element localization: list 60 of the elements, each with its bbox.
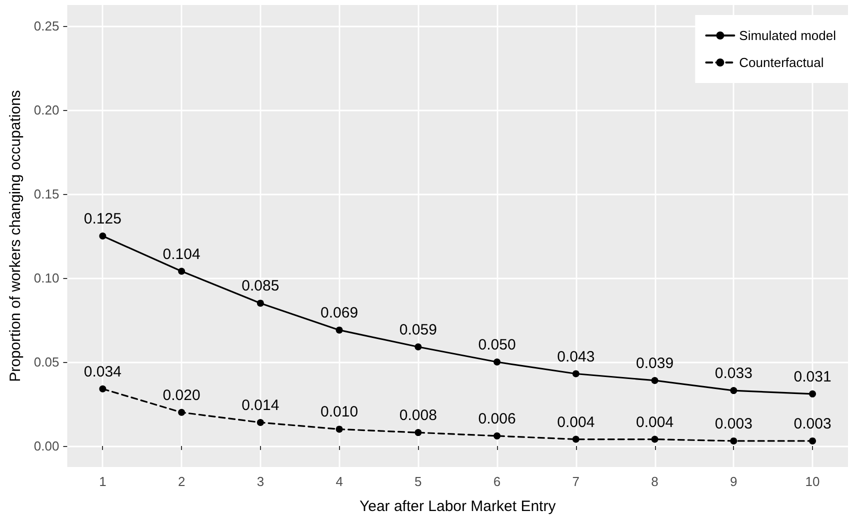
data-label: 0.033 [714,365,752,382]
data-label: 0.104 [162,246,200,263]
x-tick-label: 8 [651,474,658,489]
x-tick-label: 6 [493,474,501,489]
data-label: 0.039 [636,354,674,372]
data-label: 0.006 [478,410,516,428]
data-label: 0.003 [714,415,752,432]
point [494,358,501,366]
y-tick-label: 0.05 [34,354,60,370]
y-tick-label: 0.25 [34,18,60,34]
legend-label: Counterfactual [739,55,824,70]
point [99,232,106,240]
point [414,343,422,350]
data-label: 0.014 [242,396,280,414]
data-label: 0.003 [794,415,832,432]
point [651,376,658,384]
data-label: 0.010 [320,404,358,421]
point [99,385,106,392]
data-label: 0.050 [478,336,516,354]
data-label: 0.085 [242,278,280,295]
x-tick-label: 5 [414,474,422,489]
y-tick-label: 0.10 [34,270,60,286]
y-tick-label: 0.00 [34,438,60,454]
y-tick-label: 0.15 [34,186,60,202]
point [730,387,738,394]
point [651,436,658,443]
x-tick-label: 2 [178,474,186,489]
point [178,408,186,416]
point [809,437,816,444]
legend-label: Simulated model [739,28,836,43]
data-label: 0.034 [84,363,122,380]
data-label: 0.125 [84,210,122,228]
data-label: 0.031 [794,368,832,386]
y-axis-title: Proportion of workers changing occupations [7,90,24,382]
data-label: 0.043 [557,348,595,366]
point [256,300,264,307]
point [730,437,738,444]
point [178,268,186,275]
data-label: 0.020 [162,386,200,404]
y-tick-label: 0.20 [34,102,60,118]
point [256,418,264,426]
data-label: 0.069 [320,304,358,322]
x-tick-label: 7 [572,474,580,489]
point [809,390,816,398]
x-tick-label: 4 [336,474,343,489]
data-label: 0.059 [399,321,437,338]
data-label: 0.008 [399,407,437,424]
point [336,426,343,433]
x-tick-label: 9 [730,474,738,489]
data-label: 0.004 [636,414,674,431]
point [572,436,580,443]
x-tick-label: 3 [256,474,264,489]
x-tick-label: 1 [99,474,106,489]
data-label: 0.004 [557,414,595,431]
point [336,326,343,334]
point [414,429,422,436]
point [572,370,580,378]
x-axis-title: Year after Labor Market Entry [359,498,556,515]
x-tick-label: 10 [805,474,820,489]
point [494,432,501,440]
